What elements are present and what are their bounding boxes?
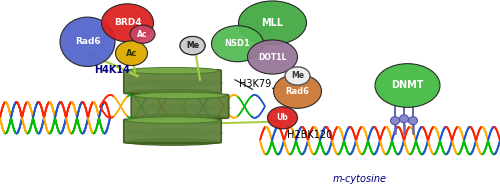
- Ellipse shape: [248, 40, 298, 74]
- Ellipse shape: [180, 36, 205, 55]
- Text: Me: Me: [291, 71, 304, 81]
- Text: Ub: Ub: [276, 113, 288, 122]
- Ellipse shape: [116, 41, 148, 66]
- Text: Me: Me: [186, 41, 199, 50]
- Ellipse shape: [400, 115, 408, 123]
- Ellipse shape: [126, 117, 219, 124]
- Ellipse shape: [126, 139, 219, 145]
- Ellipse shape: [408, 117, 418, 125]
- Ellipse shape: [375, 64, 440, 107]
- Ellipse shape: [126, 79, 224, 87]
- FancyBboxPatch shape: [131, 95, 228, 118]
- Text: Rad6: Rad6: [286, 87, 310, 96]
- Text: Rad6: Rad6: [74, 37, 101, 46]
- Ellipse shape: [390, 117, 400, 125]
- Ellipse shape: [60, 17, 115, 66]
- Ellipse shape: [130, 25, 155, 43]
- Text: Ac: Ac: [137, 30, 148, 39]
- Text: H4K14: H4K14: [94, 65, 130, 75]
- FancyBboxPatch shape: [124, 119, 221, 143]
- Ellipse shape: [274, 74, 322, 108]
- Ellipse shape: [180, 36, 205, 55]
- Ellipse shape: [238, 1, 306, 45]
- Text: H3K79: H3K79: [239, 79, 271, 89]
- Text: MLL: MLL: [262, 18, 283, 28]
- Text: DNMT: DNMT: [391, 81, 424, 90]
- Ellipse shape: [134, 104, 231, 112]
- FancyBboxPatch shape: [124, 70, 221, 94]
- Ellipse shape: [126, 129, 224, 136]
- Ellipse shape: [268, 107, 298, 129]
- Ellipse shape: [102, 4, 154, 42]
- Ellipse shape: [285, 67, 310, 85]
- Text: Me: Me: [186, 41, 199, 50]
- Text: NSD1: NSD1: [224, 39, 250, 48]
- Text: Ac: Ac: [126, 49, 137, 58]
- Text: DOT1L: DOT1L: [258, 52, 286, 62]
- Ellipse shape: [126, 67, 219, 74]
- Text: H2BK120: H2BK120: [288, 130, 333, 140]
- Ellipse shape: [126, 89, 219, 96]
- Ellipse shape: [212, 26, 264, 62]
- Ellipse shape: [134, 114, 226, 121]
- Text: m-cytosine: m-cytosine: [333, 174, 387, 184]
- Ellipse shape: [134, 92, 226, 99]
- Text: BRD4: BRD4: [114, 18, 141, 27]
